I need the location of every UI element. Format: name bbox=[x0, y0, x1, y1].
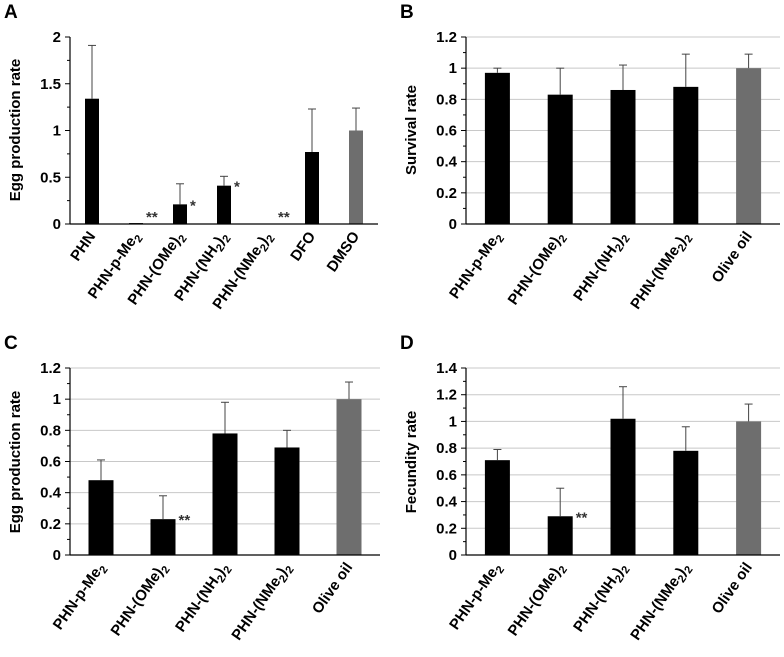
bar-d-0 bbox=[484, 460, 510, 555]
category-label-a-0: PHN bbox=[67, 229, 99, 265]
y-tick-label-b-0: 0 bbox=[449, 216, 457, 233]
y-tick-label-d-3: 0.6 bbox=[436, 467, 457, 484]
bar-a-2 bbox=[173, 204, 187, 224]
y-tick-label-b-6: 1.2 bbox=[436, 29, 457, 46]
y-tick-label-c-1: 0.2 bbox=[40, 516, 61, 533]
bar-b-0 bbox=[484, 72, 510, 224]
bar-a-5 bbox=[305, 152, 319, 224]
significance-a-1: ** bbox=[146, 209, 158, 226]
y-tick-label-c-3: 0.6 bbox=[40, 454, 61, 471]
significance-a-4: ** bbox=[278, 209, 290, 226]
y-axis-title-d: Fecundity rate bbox=[403, 411, 420, 514]
bar-b-4 bbox=[736, 68, 762, 225]
y-tick-label-a-0: 0 bbox=[53, 216, 61, 233]
category-label-b-4: Olive oil bbox=[708, 229, 755, 287]
panel-letter-a: A bbox=[4, 2, 18, 23]
category-label-a-5: DFO bbox=[287, 228, 319, 264]
panel-a: A Egg production rate 00.511.52PHN**PHN-… bbox=[4, 2, 378, 313]
y-tick-label-d-2: 0.4 bbox=[436, 494, 458, 511]
bar-c-1 bbox=[150, 519, 176, 555]
y-tick-label-c-5: 1 bbox=[53, 391, 61, 408]
y-tick-label-b-1: 0.2 bbox=[436, 185, 457, 202]
category-label-d-0: PHN-p-Me2​ bbox=[446, 560, 507, 635]
y-tick-label-d-6: 1.2 bbox=[436, 387, 457, 404]
category-label-b-1: PHN-(OMe)2​ bbox=[505, 229, 570, 310]
y-tick-label-a-3: 1.5 bbox=[40, 76, 61, 93]
y-tick-label-b-2: 0.4 bbox=[436, 154, 458, 171]
panel-letter-b: B bbox=[400, 2, 414, 23]
bar-b-2 bbox=[610, 89, 636, 224]
panel-c: C Egg production rate 0 0.2 0.4 0.6 0.8 1 1.2 P… bbox=[4, 333, 380, 646]
y-tick-label-d-1: 0.2 bbox=[436, 520, 457, 537]
category-label-b-0: PHN-p-Me2​ bbox=[446, 229, 507, 304]
bar-c-0 bbox=[88, 480, 114, 555]
bar-c-4 bbox=[336, 399, 362, 555]
y-tick-label-d-7: 1.4 bbox=[436, 360, 458, 377]
category-label-c-1: PHN-(OMe)2​ bbox=[107, 560, 172, 641]
y-tick-label-a-2: 1 bbox=[53, 123, 61, 140]
y-tick-label-a-1: 0.5 bbox=[40, 169, 61, 186]
y-tick-label-d-0: 0 bbox=[449, 547, 457, 564]
panel-d: D Fecundity rate 0 0.2 0.4 0.6 0.8 1 1.2 1.4 PHN… bbox=[400, 333, 780, 646]
y-tick-label-b-3: 0.6 bbox=[436, 123, 457, 140]
category-label-c-3: PHN-(NMe2​)2​ bbox=[228, 560, 296, 646]
bar-d-3 bbox=[673, 450, 699, 555]
category-label-c-0: PHN-p-Me2​ bbox=[50, 560, 111, 635]
y-axis-title-b: Survival rate bbox=[403, 85, 420, 175]
category-label-d-3: PHN-(NMe2​)2​ bbox=[627, 560, 695, 646]
significance-c-1: ** bbox=[179, 512, 191, 529]
y-tick-label-c-2: 0.4 bbox=[40, 485, 62, 502]
y-tick-label-d-4: 0.8 bbox=[436, 440, 457, 457]
y-tick-label-d-5: 1 bbox=[449, 413, 457, 430]
y-tick-label-c-6: 1.2 bbox=[40, 360, 61, 377]
bar-d-4 bbox=[736, 421, 762, 555]
y-tick-label-c-4: 0.8 bbox=[40, 422, 61, 439]
category-label-b-3: PHN-(NMe2​)2​ bbox=[627, 229, 695, 315]
category-label-d-1: PHN-(OMe)2​ bbox=[505, 560, 570, 641]
y-tick-label-c-0: 0 bbox=[53, 547, 61, 564]
bar-d-2 bbox=[610, 418, 636, 555]
y-axis-title-a: Egg production rate bbox=[7, 59, 24, 202]
y-tick-label-b-4: 0.8 bbox=[436, 91, 457, 108]
category-label-c-4: Olive oil bbox=[309, 560, 356, 618]
bar-b-3 bbox=[673, 86, 699, 224]
category-label-d-2: PHN-(NH2​)2​ bbox=[570, 560, 633, 637]
significance-a-3: * bbox=[234, 179, 240, 196]
significance-d-1: ** bbox=[576, 509, 588, 526]
bar-a-0 bbox=[85, 98, 99, 224]
category-label-b-2: PHN-(NH2​)2​ bbox=[570, 229, 633, 306]
panel-b: B Survival rate 0 0.2 0.4 0.6 0.8 1 1.2 PHN-p-M… bbox=[400, 2, 780, 315]
y-tick-label-a-4: 2 bbox=[53, 29, 61, 46]
y-axis-title-c: Egg production rate bbox=[7, 391, 24, 534]
category-label-d-4: Olive oil bbox=[708, 560, 755, 618]
bar-a-3 bbox=[217, 185, 231, 224]
bar-c-2 bbox=[212, 433, 238, 555]
y-tick-label-b-5: 1 bbox=[449, 60, 457, 77]
category-label-a-6: DMSO bbox=[324, 228, 364, 275]
significance-a-2: * bbox=[190, 197, 196, 214]
panel-letter-d: D bbox=[400, 333, 414, 354]
category-label-c-2: PHN-(NH2​)2​ bbox=[172, 560, 235, 637]
panel-letter-c: C bbox=[4, 333, 18, 354]
bar-c-3 bbox=[274, 447, 300, 555]
bar-a-6 bbox=[349, 130, 363, 224]
bar-d-1 bbox=[547, 516, 573, 555]
bar-b-1 bbox=[547, 94, 573, 225]
